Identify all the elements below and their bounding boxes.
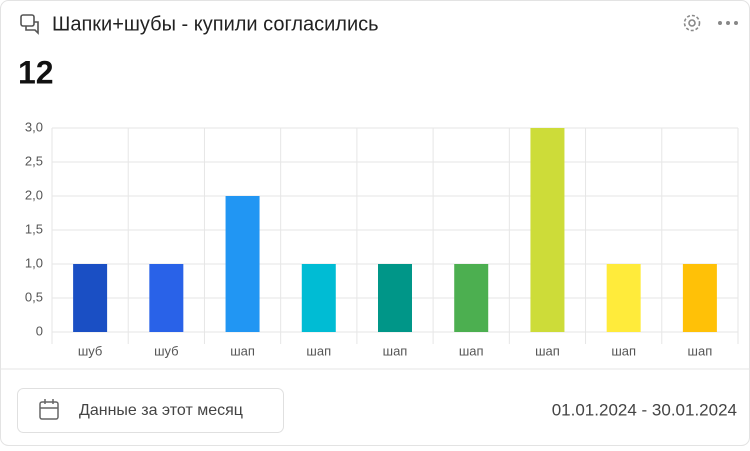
- more-icon[interactable]: [718, 21, 738, 25]
- widget-title: Шапки+шубы - купили согласились: [52, 13, 379, 35]
- chat-icon: [20, 14, 39, 35]
- x-tick-label: шуб: [154, 343, 179, 358]
- y-tick-label: 0: [36, 323, 43, 338]
- settings-icon[interactable]: [683, 14, 701, 32]
- x-tick-label: шап: [306, 343, 331, 358]
- y-tick-label: 0,5: [25, 289, 43, 304]
- y-tick-label: 1,5: [25, 221, 43, 236]
- bar: [682, 264, 717, 332]
- y-tick-label: 3,0: [25, 119, 43, 134]
- bar: [73, 264, 108, 332]
- plot: 0 0,5 1,0 1,5 2,0 2,5 3,0 шуб шуб шап шап шап шап шап…: [25, 119, 739, 358]
- date-range: 01.01.2024 - 30.01.2024: [552, 400, 737, 419]
- x-tick-label: шап: [383, 343, 408, 358]
- bar: [454, 264, 489, 332]
- bar: [606, 264, 641, 332]
- y-tick-label: 1,0: [25, 255, 43, 270]
- x-tick-label: шуб: [78, 343, 103, 358]
- bar: [149, 264, 184, 332]
- total-value: 12: [18, 54, 54, 90]
- bar: [301, 264, 336, 332]
- bar: [530, 128, 565, 332]
- x-tick-label: шап: [230, 343, 255, 358]
- calendar-icon: [39, 399, 59, 420]
- bar: [378, 264, 412, 332]
- x-tick-label: шап: [535, 343, 560, 358]
- x-tick-label: шап: [688, 343, 713, 358]
- period-button[interactable]: [17, 388, 284, 433]
- period-button-label[interactable]: Данные за этот месяц: [79, 402, 243, 419]
- x-tick-label: шап: [459, 343, 484, 358]
- y-tick-label: 2,0: [25, 187, 43, 202]
- y-tick-label: 2,5: [25, 153, 43, 168]
- x-tick-label: шап: [611, 343, 636, 358]
- bar: [225, 196, 260, 332]
